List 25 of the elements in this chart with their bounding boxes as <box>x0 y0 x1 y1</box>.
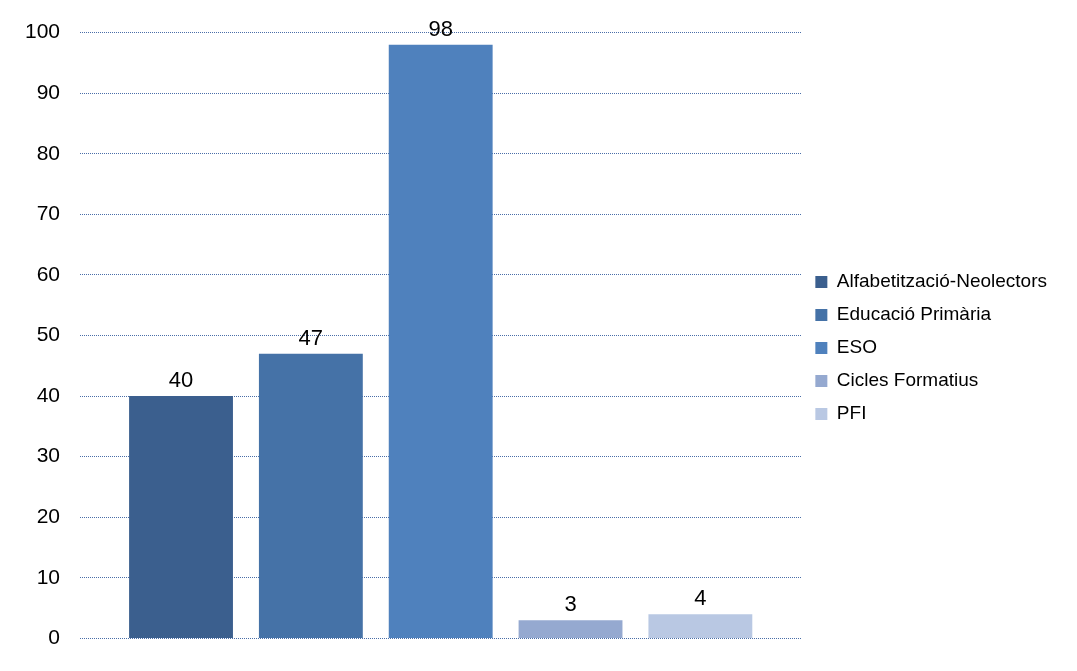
data-label: 98 <box>428 15 453 41</box>
y-tick-label: 40 <box>36 382 61 406</box>
y-tick-label: 10 <box>36 564 61 588</box>
data-label: 40 <box>168 367 194 393</box>
data-label: 4 <box>694 585 707 611</box>
legend-label: Educació Primària <box>836 303 992 325</box>
legend-label: Cicles Formatius <box>836 369 979 391</box>
y-tick-label: 80 <box>36 140 61 164</box>
y-tick-label: 0 <box>48 625 61 649</box>
y-tick-label: 30 <box>36 443 61 467</box>
legend-label: ESO <box>836 336 877 358</box>
bar <box>388 44 493 638</box>
y-tick-label: 50 <box>36 322 61 346</box>
y-tick-label: 60 <box>36 261 61 285</box>
legend-label: PFI <box>836 402 867 424</box>
y-tick-label: 70 <box>36 201 61 225</box>
legend-label: Alfabetització-Neolectors <box>836 270 1048 292</box>
bar <box>129 396 233 638</box>
bar <box>648 614 753 638</box>
y-tick-label: 100 <box>24 19 61 43</box>
y-tick-label: 20 <box>36 504 61 528</box>
data-label: 3 <box>564 591 577 617</box>
bar <box>518 620 623 638</box>
y-tick-label: 90 <box>36 79 61 103</box>
data-label: 47 <box>298 324 324 350</box>
